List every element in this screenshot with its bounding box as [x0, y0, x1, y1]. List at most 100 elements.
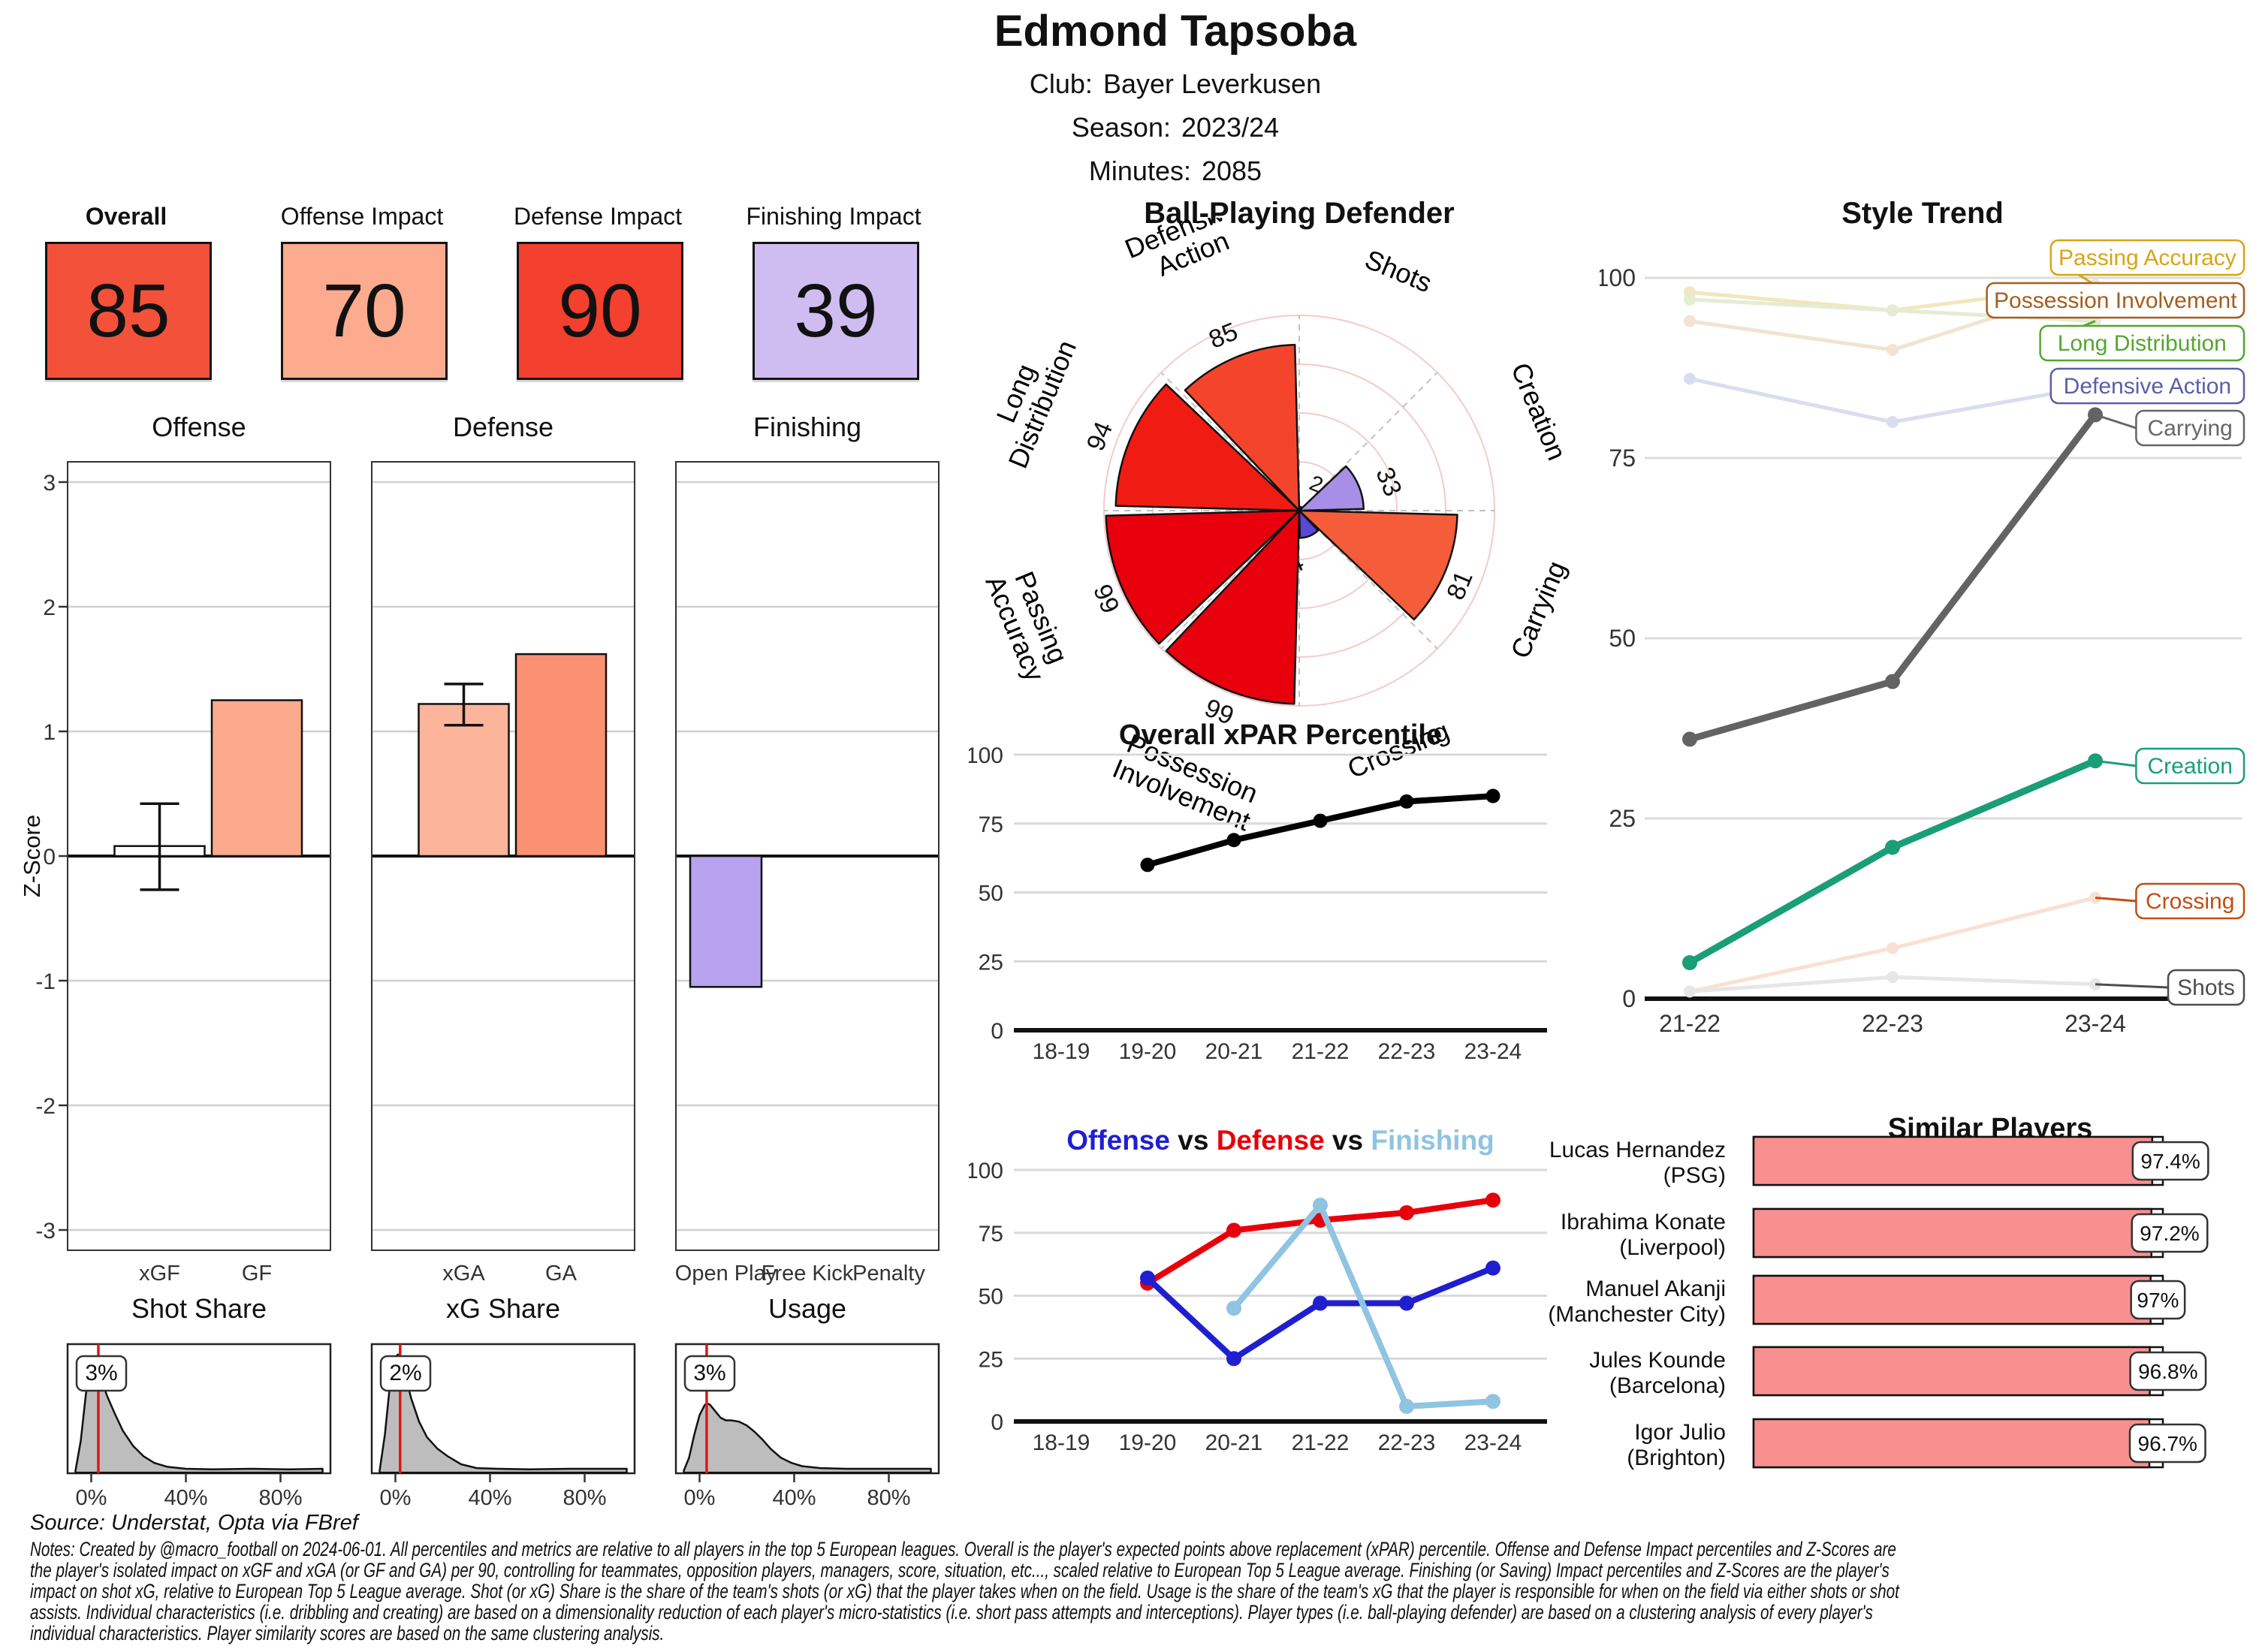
xtick: 21-22	[1659, 1010, 1721, 1037]
annotation-box	[379, 1355, 432, 1392]
xtick: 22-23	[1378, 1430, 1436, 1455]
xtick: 19-20	[1119, 1039, 1177, 1064]
xtick: 22-23	[1378, 1039, 1436, 1064]
trend-line-creation	[1686, 757, 2099, 966]
series-label: Creation	[2147, 754, 2232, 779]
player-club: (Liverpool)	[1619, 1235, 1726, 1260]
radar-ring	[1201, 412, 1398, 609]
ytick: 25	[979, 950, 1003, 975]
zscore-ytick: 3	[43, 471, 56, 496]
odf-title-finishing: Finishing	[1371, 1125, 1494, 1156]
score-card-defense-impact: 90	[517, 242, 683, 380]
notes-line: assists. Individual characteristics (i.e…	[30, 1601, 1873, 1623]
data-point	[1399, 1295, 1414, 1311]
similarity-bar	[1752, 1207, 2152, 1259]
radar-category-label: Shots	[1361, 243, 1437, 298]
data-point	[1885, 674, 1900, 689]
data-point	[1684, 372, 1696, 385]
series-label-box	[2039, 324, 2245, 362]
series-label-box	[2135, 882, 2245, 920]
data-point	[1399, 1204, 1414, 1220]
density-xtick: 0%	[684, 1486, 716, 1510]
zscore-ytick: 2	[43, 595, 56, 620]
score-value: 39	[794, 269, 878, 353]
ytick: 25	[1609, 805, 1636, 832]
bar-open-play	[689, 855, 763, 988]
xtick: 23-24	[1464, 1039, 1522, 1064]
annotation-value: 3%	[693, 1361, 725, 1385]
data-point	[1485, 1192, 1500, 1208]
annotation-value: 2%	[389, 1361, 421, 1385]
data-point	[1313, 1295, 1328, 1311]
club-value: Bayer Leverkusen	[1102, 68, 1322, 99]
series-label: Defensive Action	[2064, 374, 2231, 399]
radar-sector-possession-involvement	[1165, 509, 1301, 705]
header-season: Season: 2023/24	[826, 112, 1525, 143]
data-point	[1226, 1301, 1241, 1316]
xpar-line-chart: 0 25 50 75 100 18-19 19-20 20-21 21-22 22-23 23-24	[969, 743, 1547, 1064]
data-point	[1485, 1394, 1500, 1409]
data-point	[1485, 1260, 1500, 1276]
radar-category-line: Carrying	[1504, 556, 1572, 662]
panel-border	[675, 461, 940, 1251]
series-label: Possession Involvement	[1994, 288, 2237, 313]
xtick: 19-20	[1119, 1430, 1177, 1455]
ytick: 100	[969, 1159, 1003, 1183]
data-point	[1887, 344, 1899, 356]
series-label-box	[2167, 969, 2245, 1006]
annotation-box	[683, 1355, 736, 1392]
panel-title-defense: Defense	[452, 411, 554, 442]
series-label: Carrying	[2148, 416, 2233, 441]
series-line-offense	[1145, 1265, 1496, 1362]
radar-category-label: PassingAccuracy	[979, 560, 1077, 686]
series-label: Passing Accuracy	[2058, 246, 2236, 270]
season-label: Season:	[1071, 112, 1171, 143]
radar-sector-creation	[1298, 465, 1365, 512]
label-connector	[2095, 759, 2137, 767]
data-point	[1885, 840, 1900, 855]
annotation-value: 3%	[85, 1361, 117, 1385]
data-point	[1399, 1398, 1414, 1414]
series-label: Crossing	[2146, 889, 2234, 914]
ytick: 0	[991, 1410, 1003, 1435]
player-type-radar: 2Shots33Creation81Carrying14Crossing99Po…	[979, 218, 1573, 837]
ytick: 75	[979, 1222, 1003, 1247]
panel-title-xg-share: xG Share	[445, 1293, 561, 1324]
panel-title-shot-share: Shot Share	[131, 1293, 267, 1324]
series-label-box	[2135, 747, 2245, 785]
xtick: 22-23	[1862, 1010, 1923, 1037]
zscore-ytick: 0	[43, 845, 56, 870]
ytick: 0	[991, 1019, 1003, 1044]
panel-border	[67, 461, 331, 1251]
density-xtick: 40%	[164, 1486, 207, 1510]
radar-category-line: Shots	[1361, 243, 1437, 298]
xtick: 23-24	[1464, 1430, 1522, 1455]
ytick: 75	[1609, 445, 1636, 472]
value-box	[2128, 1423, 2206, 1464]
page-title: Edmond Tapsoba	[994, 7, 1357, 56]
bar-gf	[210, 699, 303, 858]
player-club: (Brighton)	[1627, 1446, 1726, 1470]
series-line-overall-xpar-percentile	[1145, 793, 1496, 868]
radar-sector-defensive-action	[1184, 343, 1301, 512]
bar-category-label: xGF	[139, 1262, 180, 1286]
card-title-finishing-impact: Finishing Impact	[746, 203, 921, 230]
xtick: 18-19	[1033, 1430, 1090, 1455]
zscore-ytick: 1	[43, 720, 56, 745]
density-xtick: 40%	[468, 1486, 511, 1510]
bar-category-label: Penalty	[852, 1262, 925, 1286]
radar-category-label: Carrying	[1504, 556, 1572, 662]
data-point	[1313, 1197, 1328, 1213]
score-value: 85	[86, 269, 170, 353]
density-xtick: 0%	[76, 1486, 107, 1510]
ytick: 50	[979, 1285, 1003, 1310]
notes-line: impact on shot xG, relative to European …	[30, 1580, 1899, 1602]
bar-category-label: Free Kick	[762, 1262, 854, 1286]
player-name: Manuel Akanji	[1585, 1277, 1726, 1301]
notes-line: Notes: Created by @macro_football on 202…	[30, 1538, 1896, 1560]
score-card-offense-impact: 70	[281, 242, 448, 380]
radar-category-label: Creation	[1505, 358, 1573, 464]
radar-value: 33	[1370, 463, 1407, 500]
score-value: 70	[322, 269, 406, 353]
